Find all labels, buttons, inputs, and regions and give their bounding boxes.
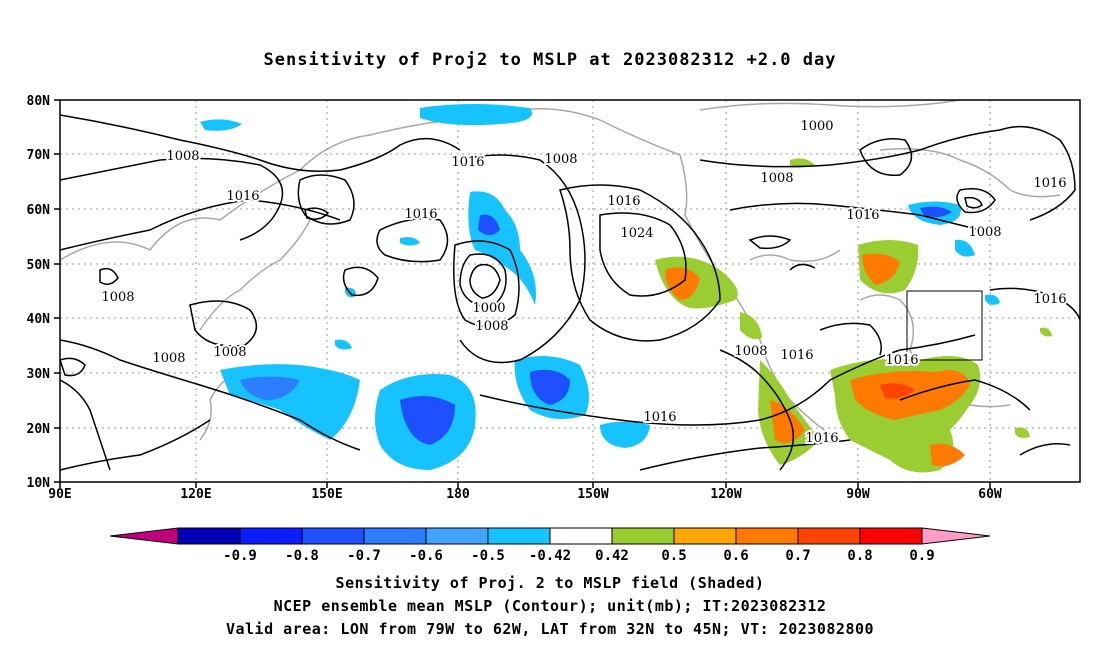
colorbar-label: 0.7 — [785, 548, 810, 564]
colorbar-swatch — [735, 527, 799, 545]
contour-label: 1008 — [152, 351, 185, 366]
contour-label: 1016 — [1033, 292, 1066, 307]
colorbar-swatch — [611, 527, 675, 545]
colorbar-swatch — [363, 527, 427, 545]
contour-label: 1008 — [475, 319, 508, 334]
contour-label: 1016 — [643, 410, 676, 425]
colorbar-swatch — [487, 527, 551, 545]
lon-label: 120E — [180, 487, 211, 502]
lon-label: 90W — [846, 487, 870, 502]
lat-label: 30N — [27, 367, 51, 382]
colorbar-label: -0.5 — [471, 548, 505, 564]
colorbar-label: -0.7 — [347, 548, 381, 564]
mslp-contours — [59, 114, 1081, 471]
positive-sensitivity-shading — [655, 158, 1052, 473]
contour-label: 1008 — [734, 344, 767, 359]
colorbar-swatch — [859, 527, 923, 545]
lat-label: 40N — [27, 312, 51, 327]
colorbar-label: -0.6 — [409, 548, 443, 564]
contour-label: 1016 — [226, 189, 259, 204]
contour-label: 1016 — [805, 431, 838, 446]
contour-label: 1016 — [885, 353, 918, 368]
lon-label: 90E — [48, 487, 71, 502]
colorbar-label: -0.8 — [285, 548, 319, 564]
lat-label: 80N — [27, 94, 51, 109]
contour-label: 1008 — [166, 149, 199, 164]
contour-label: 1016 — [451, 155, 484, 170]
colorbar-swatch — [797, 527, 861, 545]
map-frame — [59, 99, 1081, 483]
colorbar-swatch — [177, 527, 241, 545]
contour-labels: 1008 1016 1008 1016 1000 1016 1008 1016 … — [99, 117, 1068, 448]
lon-label: 60W — [978, 487, 1002, 502]
lon-label: 180 — [446, 487, 470, 502]
contour-label: 1016 — [607, 194, 640, 209]
contour-label: 1000 — [800, 119, 833, 134]
map-title: Sensitivity of Proj2 to MSLP at 20230823… — [263, 50, 837, 70]
colorbar-swatch — [239, 527, 303, 545]
colorbar-label: 0.5 — [661, 548, 686, 564]
caption-line-1: Sensitivity of Proj. 2 to MSLP field (Sh… — [335, 574, 765, 592]
negative-sensitivity-shading — [200, 104, 1000, 470]
lon-label: 120W — [710, 487, 741, 502]
colorbar-swatch — [425, 527, 489, 545]
colorbar-label: -0.42 — [529, 548, 571, 564]
contour-label: 1008 — [968, 225, 1001, 240]
caption-line-2: NCEP ensemble mean MSLP (Contour); unit(… — [273, 597, 827, 615]
valid-area-box — [906, 290, 983, 361]
lat-label: 60N — [27, 203, 51, 218]
contour-label: 1024 — [620, 226, 653, 241]
colorbar-label: 0.6 — [723, 548, 748, 564]
contour-label: 1016 — [846, 208, 879, 223]
latitude-labels: 80N 70N 60N 50N 40N 30N 20N 10N — [27, 94, 51, 491]
contour-label: 1016 — [1033, 176, 1066, 191]
colorbar-label: -0.9 — [223, 548, 257, 564]
lat-label: 10N — [27, 476, 51, 491]
contour-label: 1008 — [213, 345, 246, 360]
tick-marks — [54, 99, 991, 488]
contour-label: 1016 — [404, 207, 437, 222]
colorbar-label: 0.42 — [595, 548, 629, 564]
colorbar-max-arrow — [921, 527, 991, 545]
caption-line-3: Valid area: LON from 79W to 62W, LAT fro… — [225, 620, 875, 638]
lon-label: 150E — [311, 487, 342, 502]
contour-label: 1008 — [760, 171, 793, 186]
colorbar: -0.9 -0.8 -0.7 -0.6 -0.5 -0.42 0.42 0.5 0.6 0.7 0.… — [109, 527, 991, 564]
lat-label: 20N — [27, 422, 51, 437]
contour-label: 1016 — [780, 348, 813, 363]
colorbar-swatch — [673, 527, 737, 545]
colorbar-swatch — [301, 527, 365, 545]
contour-label: 1000 — [472, 301, 505, 316]
lon-label: 150W — [577, 487, 608, 502]
colorbar-min-arrow — [109, 527, 179, 545]
contour-label: 1008 — [544, 152, 577, 167]
colorbar-label: 0.9 — [909, 548, 934, 564]
longitude-labels: 90E 120E 150E 180 150W 120W 90W 60W — [48, 487, 1002, 502]
colorbar-label: 0.8 — [847, 548, 872, 564]
contour-label: 1008 — [101, 290, 134, 305]
lat-label: 50N — [27, 258, 51, 273]
lat-label: 70N — [27, 148, 51, 163]
colorbar-swatch — [549, 527, 613, 545]
